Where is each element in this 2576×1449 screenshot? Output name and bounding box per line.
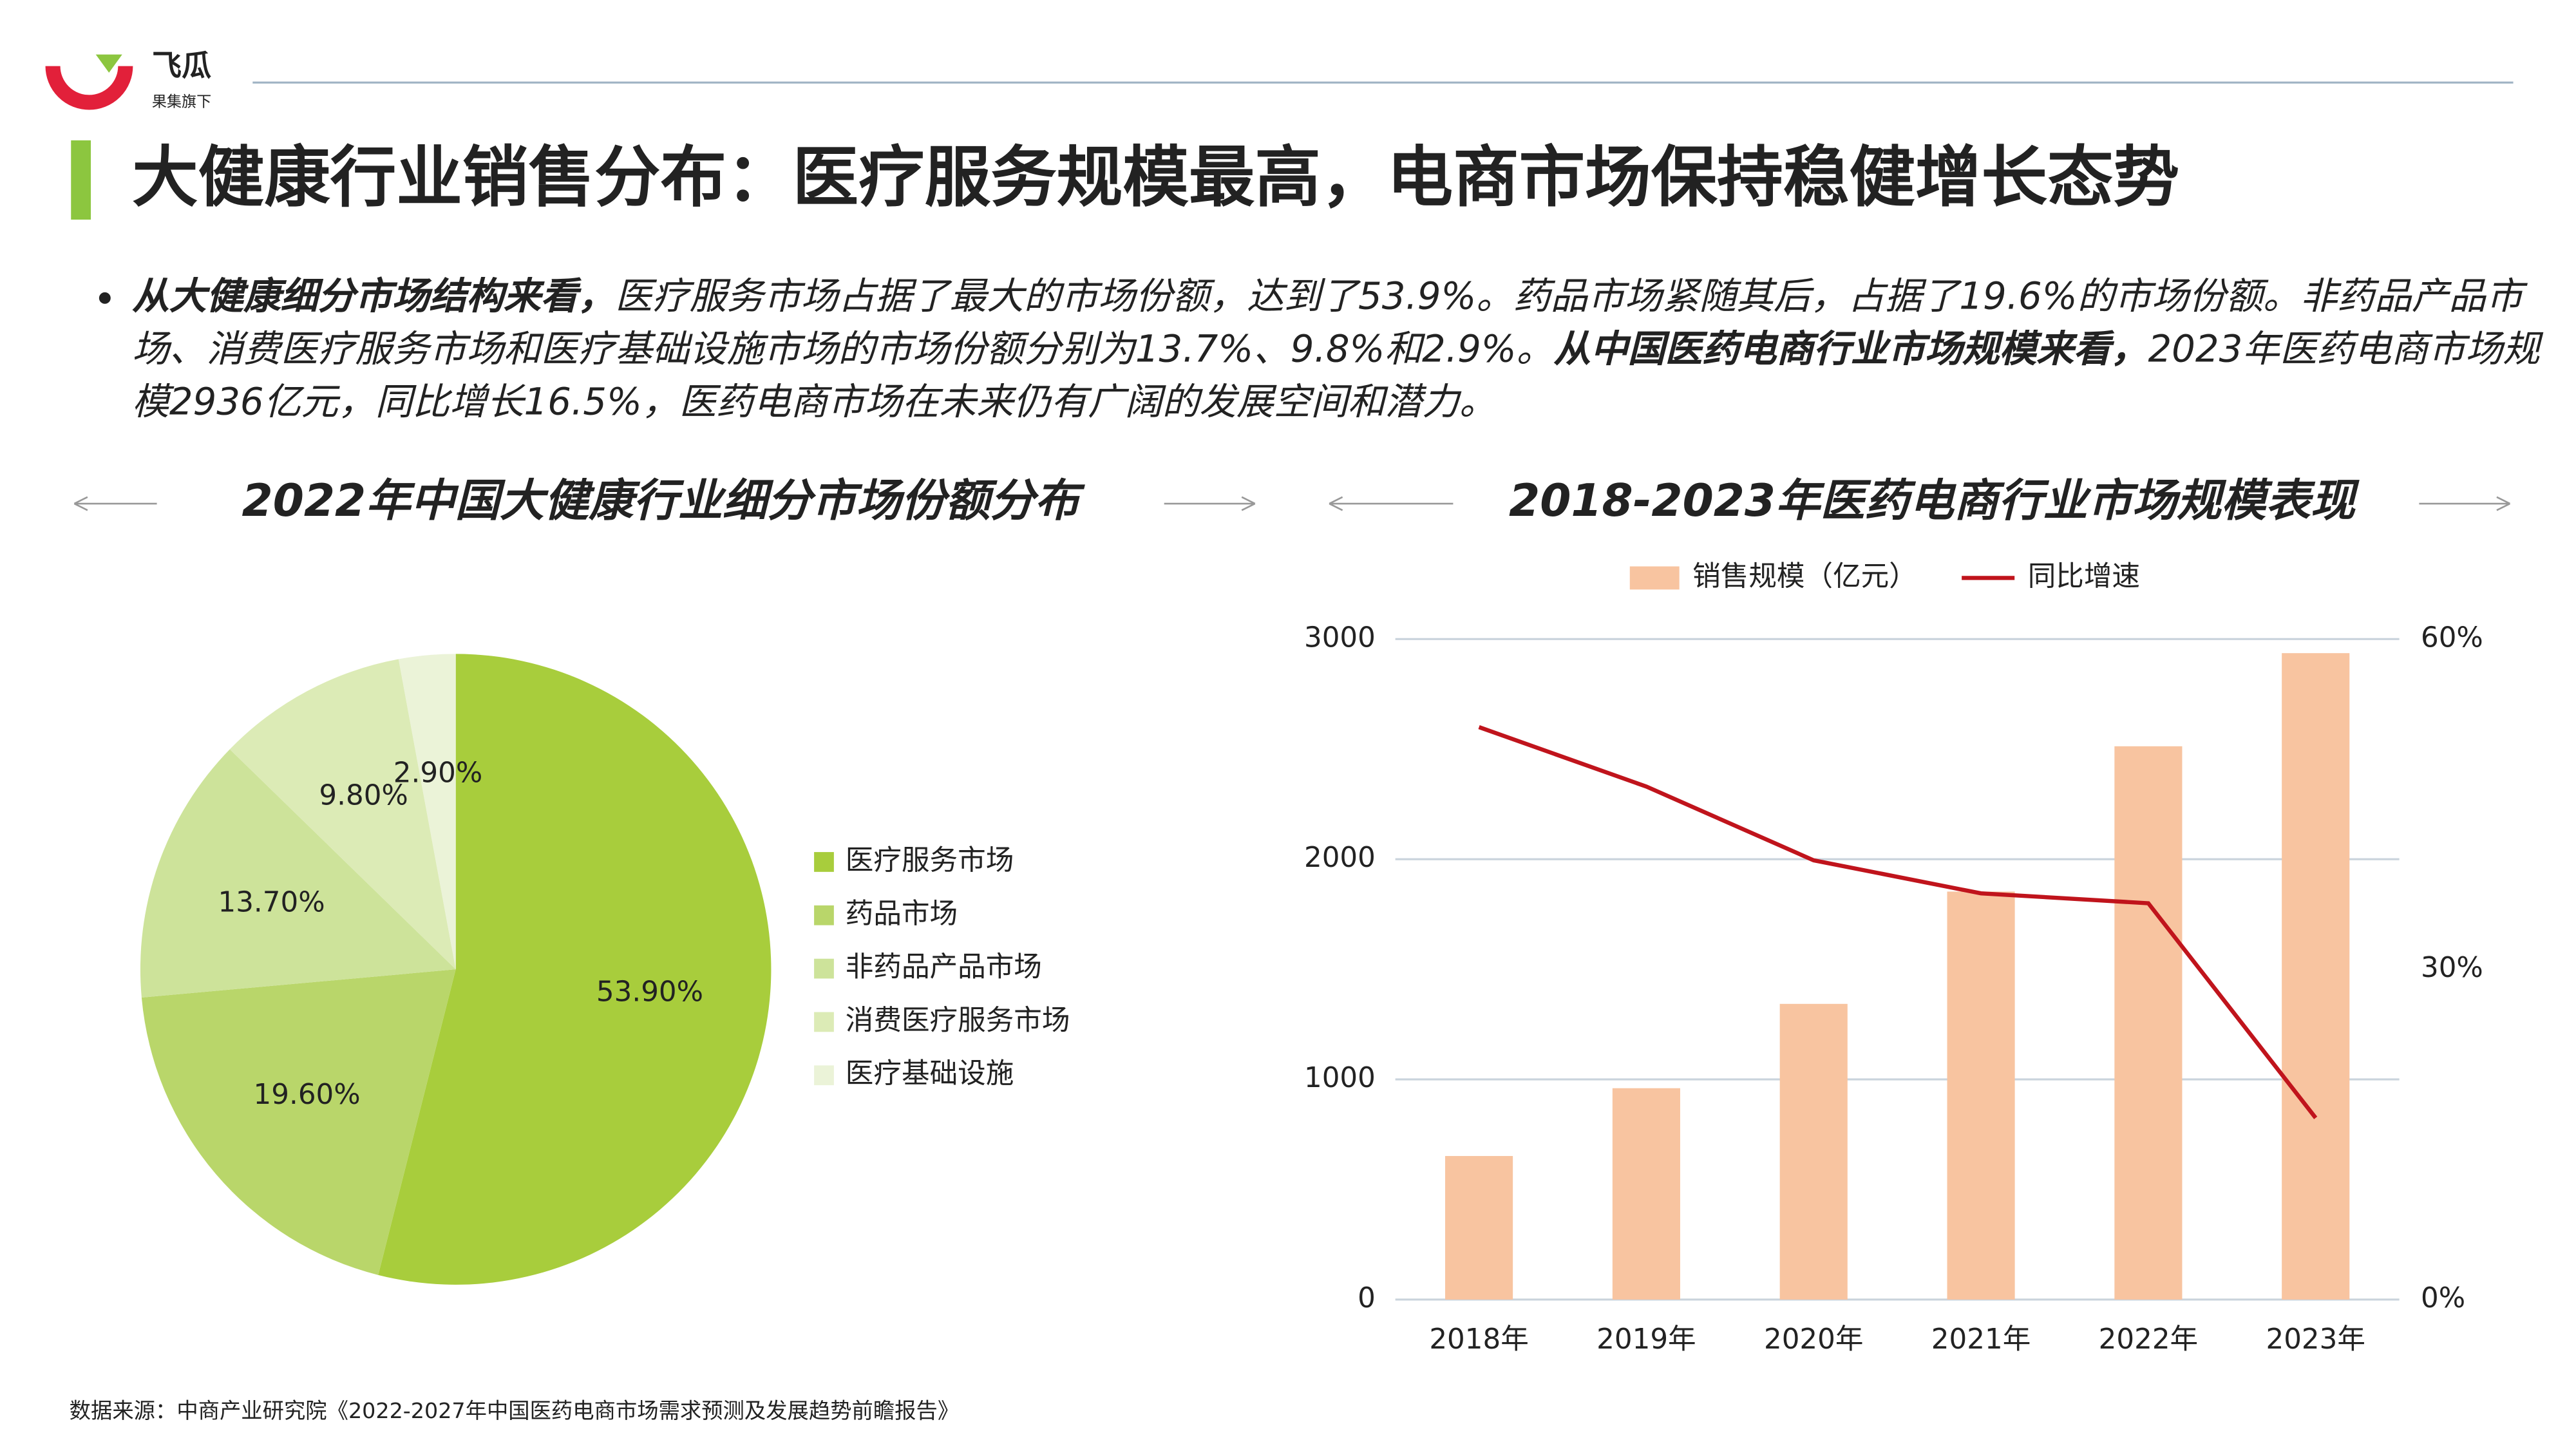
legend-marker xyxy=(814,1012,834,1032)
data-label: 2.90% xyxy=(393,757,482,790)
data-label: 9.80% xyxy=(319,779,408,811)
source: 数据来源：中商产业研究院《2022-2027年中国医药电商市场需求预测及发展趋势… xyxy=(70,1398,959,1423)
arrow xyxy=(1329,496,1454,511)
x-tick-label: 2019年 xyxy=(1596,1323,1696,1356)
logo-sub: 果集旗下 xyxy=(152,93,211,110)
y-tick-label: 0 xyxy=(1358,1282,1376,1314)
y2-tick-label: 0% xyxy=(2421,1282,2465,1314)
chart-title: 2022年中国大健康行业细分市场份额分布 xyxy=(242,475,1086,527)
logo-mark xyxy=(45,66,133,110)
page-title: 大健康行业销售分布：医疗服务规模最高，电商市场保持稳健增长态势 xyxy=(132,139,2179,216)
x-tick-label: 2023年 xyxy=(2266,1323,2365,1356)
legend-marker xyxy=(814,958,834,979)
y-tick-label: 2000 xyxy=(1304,842,1376,874)
bar xyxy=(2114,746,2183,1300)
pie-slice xyxy=(378,654,772,1285)
line xyxy=(1478,725,2318,1119)
data-label: 53.90% xyxy=(596,976,703,1009)
arrow xyxy=(2419,496,2511,511)
legend-label: 医疗服务市场 xyxy=(846,844,1014,876)
decor xyxy=(73,496,2511,511)
legend-label: 销售规模（亿元） xyxy=(1692,560,1917,592)
legend-label: 医疗基础设施 xyxy=(846,1058,1014,1090)
text-segment: 医疗服务市场占据了最大的市场份额，达到了53.9%。药品市场紧随其后，占据了19… xyxy=(132,276,2523,372)
legend-label: 非药品产品市场 xyxy=(846,951,1042,983)
legend-label: 药品市场 xyxy=(846,898,958,930)
text-segment: 从大健康细分市场结构来看， xyxy=(132,276,616,319)
y2-tick-label: 60% xyxy=(2421,621,2483,654)
x-tick-label: 2020年 xyxy=(1764,1323,1863,1356)
pie-slice xyxy=(398,654,456,970)
data-label: 13.70% xyxy=(218,887,325,919)
bar xyxy=(1445,1156,1513,1300)
pie-slice xyxy=(140,749,456,998)
y-tick-label: 3000 xyxy=(1304,621,1376,654)
y-tick-label: 1000 xyxy=(1304,1062,1376,1094)
bar xyxy=(1612,1088,1680,1300)
bullet-list: 从大健康细分市场结构来看，医疗服务市场占据了最大的市场份额，达到了53.9%。药… xyxy=(66,271,2576,430)
logo-mark xyxy=(95,54,122,73)
x-tick-label: 2021年 xyxy=(1931,1323,2031,1356)
legend-marker xyxy=(814,1065,834,1086)
bar xyxy=(2282,653,2350,1300)
title-bar xyxy=(71,140,91,220)
legend-label: 消费医疗服务市场 xyxy=(846,1005,1070,1037)
arrow xyxy=(73,496,157,511)
y2-tick-label: 30% xyxy=(2421,952,2483,984)
legend-marker xyxy=(814,852,834,872)
pie-slice xyxy=(229,659,456,970)
x-tick-label: 2018年 xyxy=(1429,1323,1528,1356)
legend-marker xyxy=(814,905,834,925)
chart-title: 2018-2023年医药电商行业市场规模表现 xyxy=(1509,475,2360,527)
arrow xyxy=(1164,496,1256,511)
paragraph: 从大健康细分市场结构来看，医疗服务市场占据了最大的市场份额，达到了53.9%。药… xyxy=(132,271,2576,430)
logo: 飞瓜 xyxy=(152,48,211,83)
bar xyxy=(1779,1003,1848,1300)
legend-marker xyxy=(1629,566,1680,590)
data-label: 19.60% xyxy=(254,1079,361,1111)
legend-label: 同比增速 xyxy=(2028,560,2140,592)
text-segment: 2023年医药电商市场规模2936亿元，同比增长16.5%，医药电商市场在未来仍… xyxy=(132,328,2540,424)
bar xyxy=(1947,891,2015,1300)
text-segment: 从中国医药电商行业市场规模来看， xyxy=(1553,328,2148,372)
pie-slice xyxy=(141,969,456,1275)
x-tick-label: 2022年 xyxy=(2099,1323,2198,1356)
